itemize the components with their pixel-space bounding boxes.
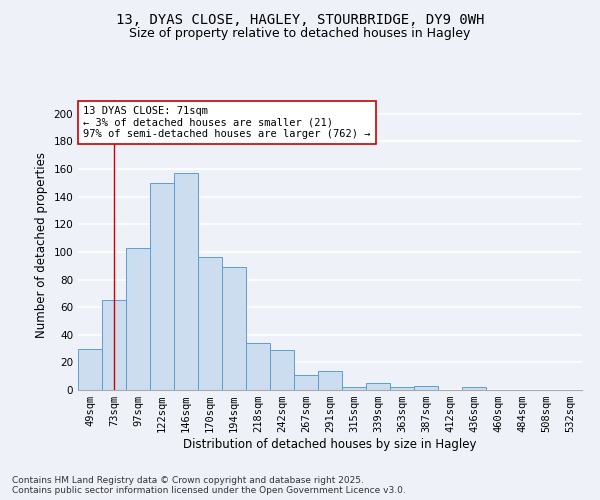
Bar (126, 248, 150, 390)
Bar (342, 387, 366, 390)
Bar (318, 370, 342, 390)
Text: 13 DYAS CLOSE: 71sqm
← 3% of detached houses are smaller (21)
97% of semi-detach: 13 DYAS CLOSE: 71sqm ← 3% of detached ho… (83, 106, 371, 139)
Text: Size of property relative to detached houses in Hagley: Size of property relative to detached ho… (130, 28, 470, 40)
Bar (414, 386, 438, 390)
Bar (198, 258, 222, 390)
Text: 13, DYAS CLOSE, HAGLEY, STOURBRIDGE, DY9 0WH: 13, DYAS CLOSE, HAGLEY, STOURBRIDGE, DY9… (116, 12, 484, 26)
Y-axis label: Number of detached properties: Number of detached properties (35, 152, 48, 338)
Bar (78, 348, 102, 390)
Bar (102, 300, 126, 390)
X-axis label: Distribution of detached houses by size in Hagley: Distribution of detached houses by size … (183, 438, 477, 451)
Bar (150, 183, 174, 390)
Bar (294, 375, 318, 390)
Bar (462, 387, 486, 390)
Bar (174, 173, 198, 390)
Bar (246, 343, 270, 390)
Bar (366, 383, 390, 390)
Text: Contains HM Land Registry data © Crown copyright and database right 2025.
Contai: Contains HM Land Registry data © Crown c… (12, 476, 406, 495)
Bar (390, 387, 414, 390)
Bar (222, 267, 246, 390)
Bar (270, 350, 294, 390)
